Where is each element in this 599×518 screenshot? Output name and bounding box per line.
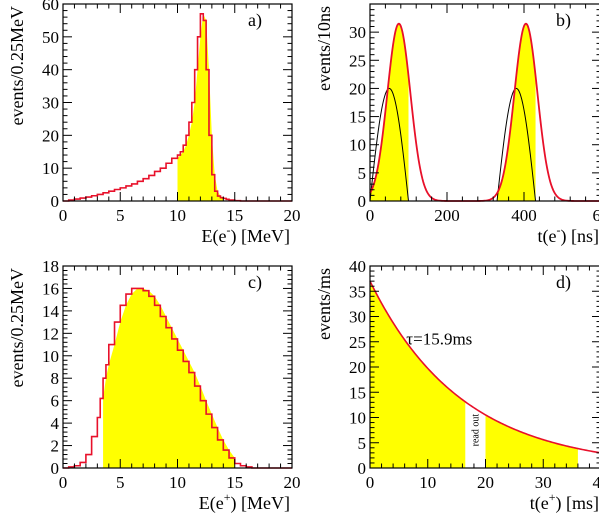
panel-c: 0 2 4 6 8 10 12 14 16 18 0 5 10 15 20E(e+) [MeV] events… — [7, 257, 301, 514]
decay-fill-2 — [485, 414, 578, 468]
y-tick-label: 50 — [42, 28, 59, 47]
x-tick-label: 0 — [366, 473, 375, 492]
y-tick-label: 40 — [349, 257, 366, 276]
x-tick-label: 10 — [169, 206, 186, 225]
pulse-shape-2 — [496, 87, 537, 202]
y-tick-label: 15 — [349, 383, 366, 402]
panel-label: b) — [556, 10, 571, 31]
y-tick-label: 14 — [42, 302, 60, 321]
y-tick-label: 20 — [349, 358, 366, 377]
y-tick-label: 18 — [42, 257, 59, 276]
x-tick-label: 15 — [226, 473, 243, 492]
y-tick-label: 25 — [349, 51, 366, 70]
y-axis-title: events/10ns — [314, 6, 334, 91]
y-axis-title: events/ms — [314, 268, 334, 340]
y-tick-label: 0 — [51, 459, 60, 478]
x-tick-label: 15 — [226, 206, 243, 225]
y-tick-label: 10 — [349, 409, 366, 428]
x-tick-label: 30 — [535, 473, 552, 492]
plot-frame — [369, 3, 599, 202]
tau-annotation: τ=15.9ms — [406, 329, 472, 348]
y-tick-label: 5 — [358, 434, 367, 453]
x-tick-label: 0 — [59, 206, 68, 225]
x-tick-label: 20 — [477, 473, 494, 492]
x-tick-label: 400 — [511, 206, 537, 225]
pulse-fill-1 — [370, 23, 409, 201]
y-tick-label: 25 — [349, 333, 366, 352]
pulse-fill-2 — [497, 23, 536, 201]
y-axis-title: events/0.25MeV — [7, 6, 27, 125]
y-tick-label: 10 — [42, 159, 59, 178]
y-tick-label: 12 — [42, 324, 59, 343]
y-tick-label: 5 — [358, 164, 367, 183]
panel-label: c) — [248, 272, 262, 293]
x-tick-label: 20 — [284, 206, 301, 225]
y-tick-label: 20 — [42, 126, 59, 145]
histogram-line — [63, 13, 292, 202]
y-tick-label: 2 — [51, 437, 60, 456]
histogram-fill — [177, 13, 224, 201]
y-tick-label: 0 — [51, 192, 60, 211]
y-tick-label: 20 — [349, 79, 366, 98]
x-tick-label: 20 — [284, 473, 301, 492]
y-tick-label: 0 — [358, 459, 367, 478]
y-tick-label: 6 — [51, 392, 60, 411]
x-tick-label: 40 — [593, 473, 599, 492]
decay-curve — [369, 280, 599, 454]
histogram-line — [63, 287, 292, 469]
x-axis-title: t(e-) [ns] — [538, 223, 599, 247]
y-tick-label: 30 — [349, 308, 366, 327]
y-tick-label: 30 — [349, 23, 366, 42]
y-tick-label: 40 — [42, 61, 59, 80]
panel-label: a) — [248, 10, 262, 31]
panel-label: d) — [556, 272, 571, 293]
x-axis-title: E(e+) [MeV] — [199, 490, 290, 514]
y-tick-label: 60 — [42, 0, 59, 14]
x-tick-label: 5 — [116, 206, 125, 225]
y-tick-label: 4 — [51, 414, 60, 433]
y-tick-label: 8 — [51, 369, 60, 388]
y-tick-label: 35 — [349, 282, 366, 301]
panel-d: read out τ=15.9ms 0 5 10 15 20 25 30 35 40 0 10 20 30 4… — [314, 257, 599, 514]
x-tick-label: 5 — [116, 473, 125, 492]
x-tick-label: 0 — [366, 206, 375, 225]
y-axis-title: events/0.25MeV — [7, 268, 27, 387]
x-tick-label: 10 — [419, 473, 436, 492]
x-axis-title: E(e-) [MeV] — [202, 223, 290, 247]
panel-b: 0 5 10 15 20 25 30 0 200 400 60t(e-) [ns] events/10… — [314, 3, 599, 247]
y-tick-label: 10 — [42, 347, 59, 366]
y-tick-label: 10 — [349, 136, 366, 155]
x-tick-label: 10 — [169, 473, 186, 492]
x-tick-label: 0 — [59, 473, 68, 492]
x-axis-title: t(e+) [ms] — [530, 490, 599, 514]
histogram-fill — [103, 288, 235, 468]
x-tick-label: 200 — [434, 206, 460, 225]
y-tick-label: 0 — [358, 192, 367, 211]
y-tick-label: 16 — [42, 279, 59, 298]
y-tick-label: 30 — [42, 94, 59, 113]
read-out-label: read out — [470, 414, 481, 447]
x-tick-label: 60 — [593, 206, 599, 225]
y-tick-label: 15 — [349, 108, 366, 127]
decay-fill-1 — [370, 281, 466, 468]
